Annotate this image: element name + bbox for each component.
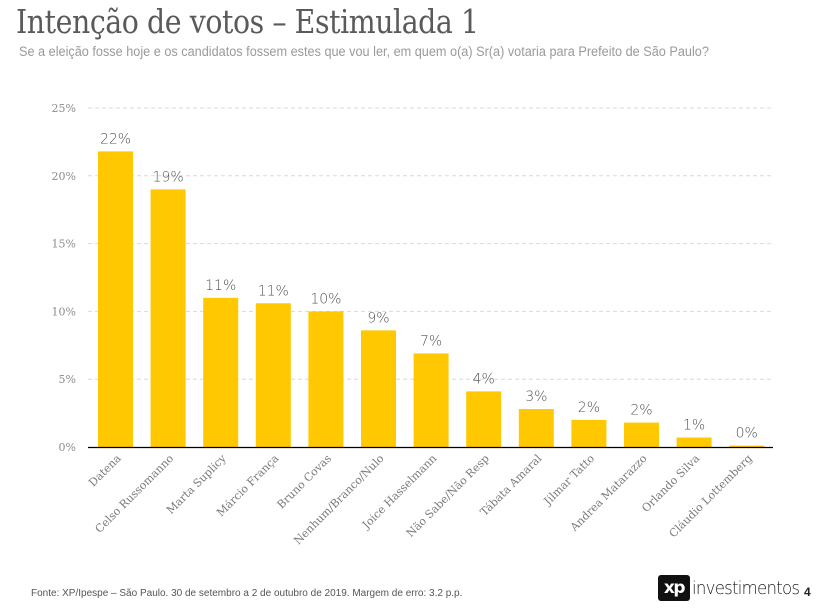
data-label: 7% bbox=[420, 333, 442, 349]
bar bbox=[413, 353, 449, 447]
y-axis-ticks: 0% 5% 10% 15% 20% 25% bbox=[52, 102, 76, 454]
data-label: 4% bbox=[473, 371, 495, 387]
x-tick-label: Datena bbox=[86, 452, 124, 490]
logo-mark: xp bbox=[658, 575, 690, 601]
bar bbox=[729, 445, 765, 447]
bar bbox=[255, 303, 291, 447]
y-tick-label: 15% bbox=[52, 238, 76, 251]
data-label: 10% bbox=[310, 291, 341, 307]
data-label: 19% bbox=[153, 169, 184, 185]
y-tick-label: 5% bbox=[59, 373, 76, 386]
bar bbox=[518, 409, 554, 447]
bar bbox=[624, 422, 659, 447]
data-label: 2% bbox=[578, 400, 600, 416]
gridlines bbox=[88, 107, 773, 380]
bar bbox=[308, 311, 344, 447]
y-tick-label: 10% bbox=[52, 305, 76, 318]
source-note: Fonte: XP/Ipespe – São Paulo. 30 de sete… bbox=[31, 588, 463, 599]
y-tick-label: 25% bbox=[52, 102, 76, 115]
logo-text: investimentos bbox=[692, 577, 800, 599]
data-labels: 22% 19% 11% 11% 10% 9% 7% 4% 3% 2% 2% 1% 0% bbox=[100, 131, 758, 441]
data-label: 3% bbox=[525, 389, 547, 405]
x-tick-label: Bruno Covas bbox=[275, 452, 335, 512]
data-label: 0% bbox=[736, 426, 758, 442]
bar bbox=[571, 419, 607, 447]
x-tick-label: Jilmar Tatto bbox=[541, 452, 598, 509]
x-tick-label: Nenhum/Branco/Nulo bbox=[291, 452, 387, 548]
data-label: 11% bbox=[258, 283, 289, 299]
y-tick-label: 20% bbox=[52, 170, 76, 183]
y-tick-label: 0% bbox=[59, 441, 76, 454]
bars bbox=[98, 151, 765, 448]
xp-logo: xp investimentos bbox=[658, 574, 809, 602]
page-subtitle: Se a eleição fosse hoje e os candidatos … bbox=[19, 44, 709, 59]
bar bbox=[203, 297, 239, 447]
data-label: 11% bbox=[205, 278, 236, 294]
page-number: 4 bbox=[804, 585, 811, 599]
bar bbox=[361, 330, 396, 447]
bar bbox=[676, 437, 712, 447]
data-label: 1% bbox=[683, 418, 705, 434]
data-label: 2% bbox=[630, 403, 652, 419]
bar bbox=[466, 391, 502, 447]
bar bbox=[98, 151, 133, 447]
data-label: 9% bbox=[367, 310, 389, 326]
bar bbox=[150, 189, 186, 448]
page-title: Intenção de votos – Estimulada 1 bbox=[16, 2, 479, 41]
data-label: 22% bbox=[100, 131, 131, 147]
